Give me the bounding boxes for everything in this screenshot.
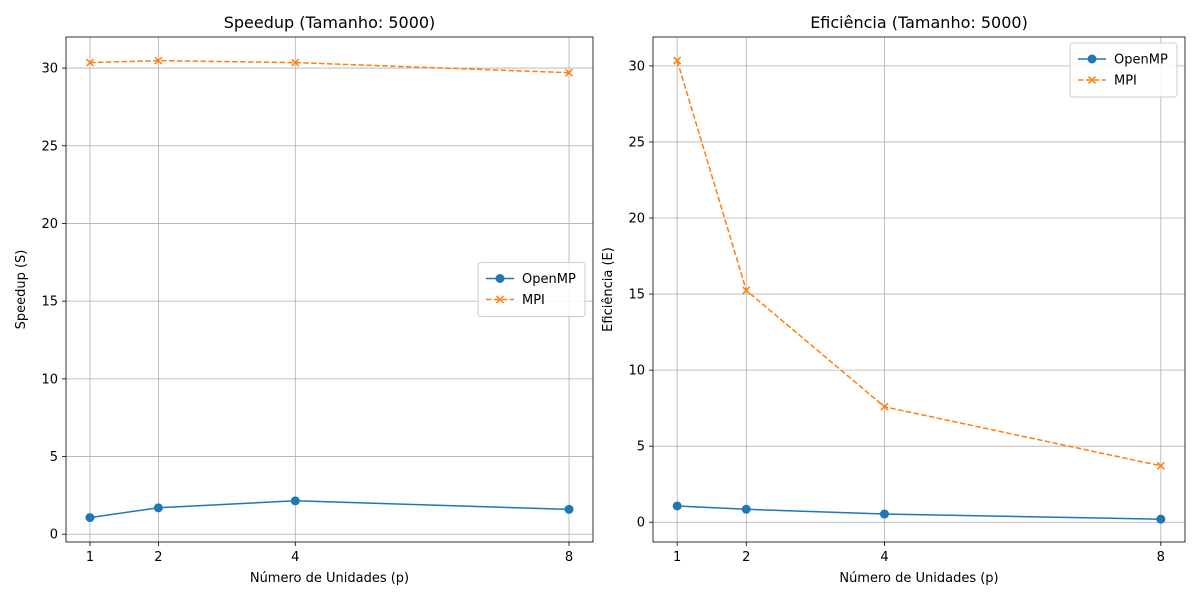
plot-frame [652,36,1186,543]
legend: OpenMP MPI [477,262,586,317]
y-tick-label: 25 [41,139,58,154]
data-point [290,496,300,506]
legend-label: MPI [522,293,545,308]
y-tick-label: 15 [628,288,645,303]
data-point [673,56,682,65]
legend-marker [1087,54,1097,64]
data-point [565,68,574,77]
series-mpi [673,56,1165,470]
data-point [742,286,751,295]
legend-box [1069,42,1178,98]
x-tick-label: 8 [565,550,573,565]
y-axis-label: Speedup (S) [14,250,29,330]
data-point [85,58,94,67]
legend-box [477,262,586,317]
y-tick-label: 0 [637,516,645,531]
x-axis-label: Número de Unidades (p) [839,571,998,586]
data-point [879,509,889,519]
data-point [291,58,300,67]
data-point [1156,461,1165,470]
series-line-openmp [677,505,1161,520]
data-point [672,501,682,511]
x-tick-label: 4 [291,550,299,565]
series-openmp [85,496,574,523]
legend-marker [495,274,505,283]
series-line-mpi [89,59,570,74]
y-tick-label: 10 [628,364,645,379]
y-tick-label: 30 [628,59,645,74]
series-line-openmp [89,500,570,519]
legend-marker [495,295,505,304]
chart-title: Eficiência (Tamanho: 5000) [810,13,1028,32]
y-tick-label: 20 [41,217,58,232]
y-tick-label: 5 [637,440,645,455]
y-tick-label: 30 [41,62,58,77]
x-tick-label: 2 [154,550,162,565]
x-tick-label: 4 [880,550,888,565]
chart-title: Speedup (Tamanho: 5000) [224,13,436,32]
plot-frame [65,36,594,543]
y-tick-label: 0 [50,528,58,543]
x-axis-label: Número de Unidades (p) [250,571,409,586]
data-point [153,503,163,513]
data-point [564,504,574,514]
legend-label: OpenMP [522,272,576,287]
y-tick-label: 25 [628,135,645,150]
efficiency-chart: 1 2 4 8 0 5 10 15 20 25 30 Eficiência (Tamanho: 500… [601,13,1186,586]
series-mpi [85,56,574,77]
data-point [85,513,95,523]
y-tick-label: 5 [50,450,58,465]
y-tick-label: 20 [628,212,645,227]
data-point [880,402,889,411]
data-point [154,56,163,65]
y-tick-label: 15 [41,295,58,310]
x-tick-label: 8 [1157,550,1165,565]
data-point [1156,514,1166,524]
series-openmp [672,501,1166,524]
series-line-mpi [676,60,1161,467]
y-tick-label: 10 [41,372,58,387]
legend-label: MPI [1114,74,1137,89]
data-point [741,504,751,514]
legend: OpenMP MPI [1069,42,1178,98]
x-tick-label: 2 [742,550,750,565]
legend-marker [1087,75,1097,85]
legend-label: OpenMP [1114,53,1168,68]
speedup-chart: 1 2 4 8 0 5 10 15 20 25 30 Speedup (Tamanho: 5000) N… [14,13,594,586]
y-axis-label: Eficiência (E) [601,247,616,332]
x-tick-label: 1 [86,550,94,565]
x-tick-label: 1 [673,550,681,565]
